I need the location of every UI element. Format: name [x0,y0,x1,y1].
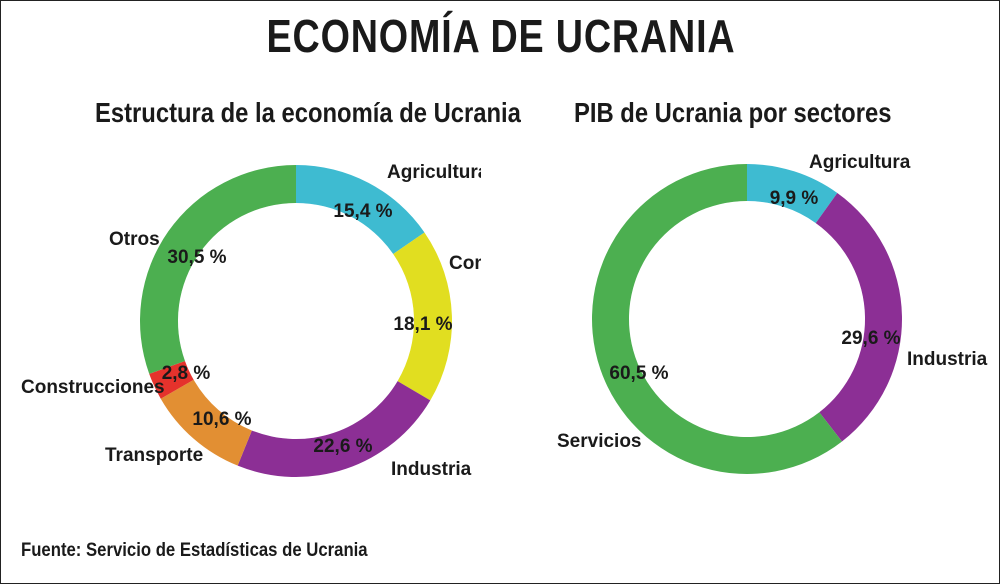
value-label-industria: 29,6 % [841,328,900,349]
category-label-comercio: Comercio [449,253,481,274]
chart-title-gdp: PIB de Ucrania por sectores [574,97,892,128]
value-label-servicios: 60,5 % [609,363,668,384]
donut-hole [654,226,840,412]
value-label-otros: 30,5 % [167,247,226,268]
category-label-otros: Otros [109,229,160,250]
category-label-servicios: Servicios [557,431,642,452]
value-label-agricultura: 15,4 % [333,201,392,222]
category-label-industria: Industria [907,349,988,370]
value-label-construcciones: 2,8 % [162,363,211,384]
slice-servicios [591,164,843,474]
slice-agricultura [296,165,425,269]
main-title: ECONOMÍA DE UCRANIA [266,10,736,62]
category-label-agricultura: Agricultura [387,162,481,183]
category-label-industria: Industria [391,459,472,480]
source-footer: Fuente: Servicio de Estadísticas de Ucra… [21,540,368,561]
chart-title-structure: Estructura de la economía de Ucrania [95,97,521,128]
donut-hole [203,228,389,414]
value-label-agricultura: 9,9 % [770,188,819,209]
category-label-transporte: Transporte [105,445,203,466]
category-label-construcciones: Construcciones [21,377,165,398]
slice-industria [237,368,431,477]
slice-transporte [160,367,262,466]
category-label-agricultura: Agricultura [809,152,911,173]
donut-chart-structure: 15,4 % Agricultura 18,1 % Comercio 22,6 % Ind… [21,162,481,480]
slice-comercio [372,232,452,401]
slice-construcciones [149,352,216,399]
slice-agricultura [747,164,838,244]
slice-industria [801,193,902,442]
value-label-transporte: 10,6 % [192,409,251,430]
slice-otros [139,164,296,374]
value-label-comercio: 18,1 % [393,314,452,335]
value-label-industria: 22,6 % [313,436,372,457]
